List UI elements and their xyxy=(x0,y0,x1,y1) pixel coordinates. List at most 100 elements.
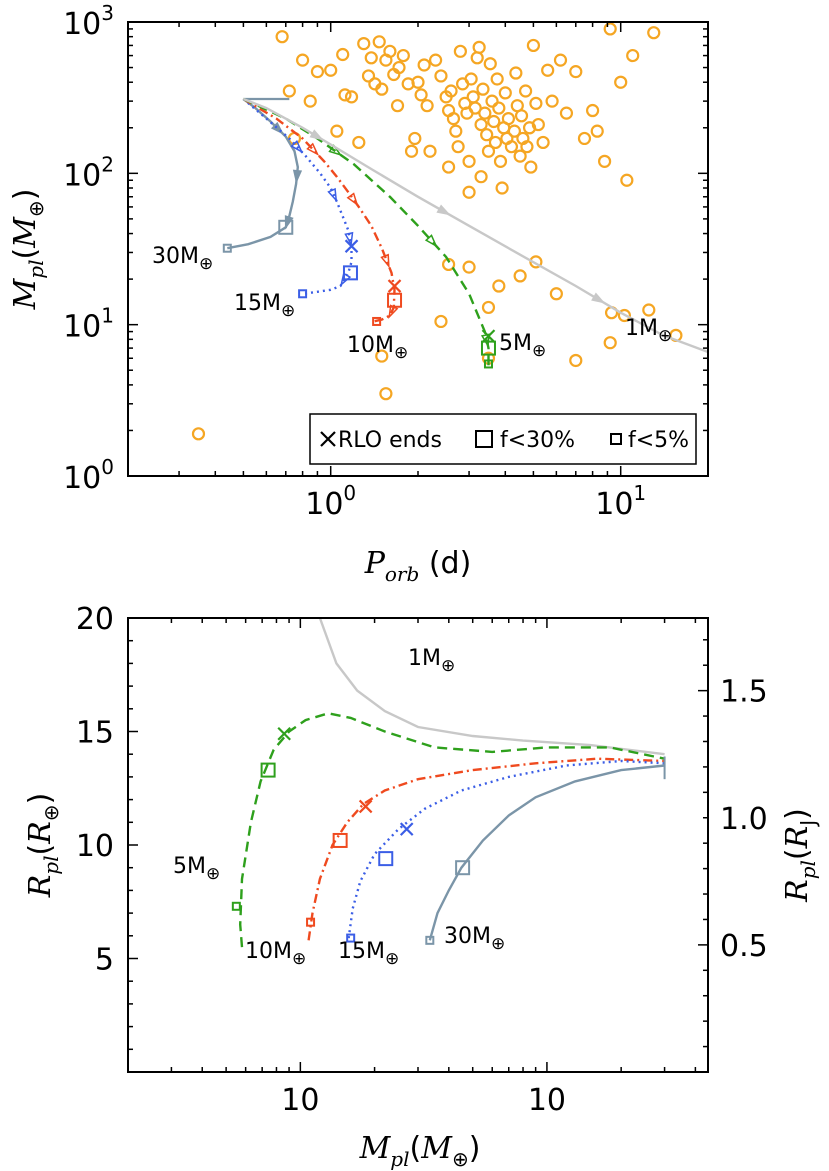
label-paren: ) xyxy=(23,793,58,805)
observed-planet-point xyxy=(529,96,543,110)
tick-base: 10 xyxy=(63,158,101,193)
f30-marker xyxy=(332,832,348,848)
observed-planet-point xyxy=(487,114,501,129)
curve-label-base: 5M xyxy=(499,331,532,356)
tick-base: 10 xyxy=(63,461,101,496)
legend-marker-rlo xyxy=(320,431,336,447)
curve-label-base: 15M xyxy=(338,939,385,964)
observed-planet-point xyxy=(492,279,506,293)
observed-planet-point xyxy=(603,22,617,36)
curve-label-base: 15M xyxy=(234,291,281,316)
observed-planet-point xyxy=(488,135,503,150)
legend-box xyxy=(309,413,697,465)
y-tick-label: 10 xyxy=(76,829,114,864)
y-axis-title-right: Rpl(RJ) xyxy=(780,808,820,903)
track-arrow xyxy=(292,169,303,184)
track-15M⊕ xyxy=(242,98,353,295)
observed-planet-point xyxy=(569,353,583,368)
observed-planet-point xyxy=(462,154,476,168)
curve-label-subscript: ⊕ xyxy=(394,343,408,363)
curve-label-base: 30M xyxy=(444,924,491,949)
plot-area xyxy=(231,618,666,948)
observed-planet-point xyxy=(275,30,289,44)
observed-planet-point xyxy=(375,82,389,96)
observed-planet-point xyxy=(598,154,612,168)
curve-label-subscript: ⊕ xyxy=(206,864,220,884)
label-paren: ) xyxy=(8,189,43,201)
curve-label-subscript: ⊕ xyxy=(292,949,306,969)
label-symbol: M xyxy=(420,1131,453,1166)
observed-planet-point xyxy=(310,65,325,79)
f30-marker xyxy=(387,292,403,308)
observed-planet-point xyxy=(513,149,527,163)
observed-planet-point xyxy=(324,63,338,77)
f30-marker xyxy=(480,340,496,356)
observed-planet-point xyxy=(417,58,431,72)
observed-planet-point xyxy=(191,427,206,441)
observed-planet-point xyxy=(524,160,538,174)
y-tick-label: 5 xyxy=(95,943,114,978)
track-10M⊕ xyxy=(242,97,396,323)
curve-label-base: 10M xyxy=(347,333,394,358)
observed-planet-point xyxy=(614,75,628,89)
observed-planet-point xyxy=(481,300,496,315)
curve-label-subscript: ⊕ xyxy=(658,326,672,346)
observed-planet-point xyxy=(481,144,496,158)
y-tick-label: 103 xyxy=(63,1,114,42)
x-axis-title: Mpl(M⊕) xyxy=(359,1131,481,1171)
observed-planet-point xyxy=(617,308,632,323)
observed-planet-point xyxy=(504,140,519,154)
track-arrow xyxy=(284,215,294,230)
observed-planet-point xyxy=(295,53,310,67)
rlo-end-marker xyxy=(277,726,291,741)
radius-track-10M⊕ xyxy=(307,757,665,941)
label-unit: (d) xyxy=(419,546,471,581)
f5-marker xyxy=(372,316,382,326)
label-subscript: pl xyxy=(796,860,820,879)
observed-planet-point xyxy=(466,90,480,104)
tick-base: 10 xyxy=(63,7,101,42)
track-arrow xyxy=(327,187,338,203)
observed-planet-point xyxy=(390,99,405,113)
f30-marker xyxy=(342,265,358,281)
observed-planet-point xyxy=(603,336,617,350)
observed-planet-point xyxy=(441,160,456,174)
observed-planet-point xyxy=(375,349,389,363)
tick-exponent: 3 xyxy=(101,1,114,25)
observed-planet-point xyxy=(361,69,376,83)
observed-planet-point xyxy=(590,124,604,138)
x-tick-label: 100 xyxy=(305,481,356,522)
observed-planet-point xyxy=(474,170,488,184)
observed-planet-point xyxy=(444,84,458,98)
curve-label-5M⊕: 5M⊕ xyxy=(173,854,220,884)
observed-planet-point xyxy=(495,181,509,195)
observed-planet-point xyxy=(446,111,461,126)
observed-planet-point xyxy=(501,111,516,126)
observed-planet-point xyxy=(569,65,583,79)
label-paren: ( xyxy=(8,248,43,260)
tick-exponent: 1 xyxy=(101,304,114,328)
label-paren: ) xyxy=(780,808,815,820)
radius-track-30M⊕ xyxy=(428,764,665,941)
label-symbol: R xyxy=(23,875,58,899)
observed-planet-point xyxy=(330,124,344,138)
observed-planet-point xyxy=(411,75,425,89)
f5-marker xyxy=(306,917,316,927)
f5-marker xyxy=(346,933,356,943)
curve-label-base: 5M xyxy=(173,854,206,879)
track-arrow xyxy=(346,192,359,207)
y-tick-label: 102 xyxy=(63,152,114,193)
observed-planet-point xyxy=(483,57,497,71)
observed-planet-point xyxy=(396,48,410,63)
observed-planet-point xyxy=(478,106,492,120)
observed-planet-point xyxy=(336,47,350,62)
observed-planet-point xyxy=(513,269,527,283)
label-paren: ( xyxy=(23,844,58,856)
observed-planet-point xyxy=(559,106,574,120)
observed-planet-point xyxy=(472,40,486,54)
label-subscript: pl xyxy=(390,1147,409,1171)
observed-planet-point xyxy=(420,99,434,113)
f30-marker xyxy=(455,860,471,876)
observed-planet-point xyxy=(338,88,352,102)
observed-planet-point xyxy=(414,88,428,102)
